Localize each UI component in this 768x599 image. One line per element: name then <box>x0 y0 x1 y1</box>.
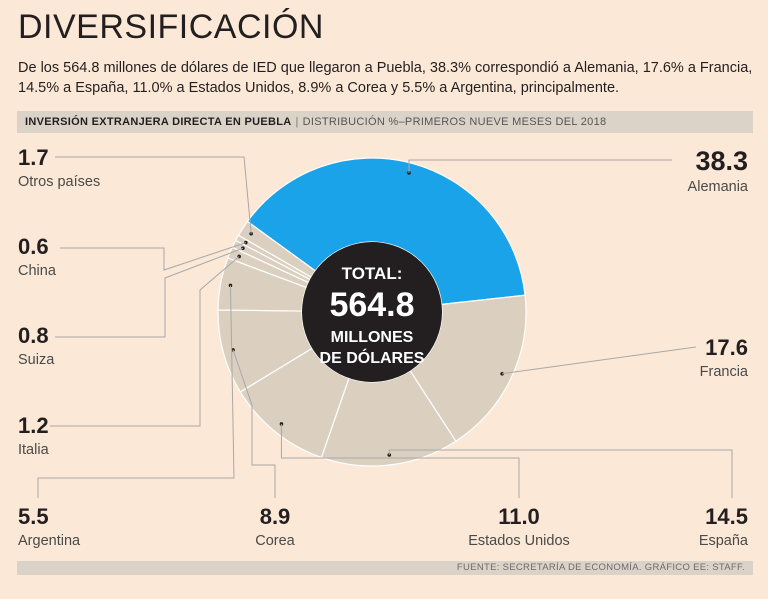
slice-value-label: 14.5 <box>705 504 748 529</box>
leader-line <box>50 256 240 427</box>
center-total-value: 564.8 <box>329 286 414 324</box>
slice-value-label: 38.3 <box>695 146 748 176</box>
center-unit-line1: MILLONES <box>331 329 414 346</box>
leader-line <box>280 423 520 498</box>
leader-line <box>37 285 235 498</box>
slice-category-label: Suiza <box>18 352 55 368</box>
leader-line <box>55 156 252 234</box>
slice-value-label: 11.0 <box>498 504 540 529</box>
leader-line <box>502 346 697 375</box>
leader-line <box>408 159 672 173</box>
slice-value-label: 0.6 <box>18 234 49 259</box>
slice-category-label: Otros países <box>18 174 100 190</box>
leader-line <box>232 349 276 498</box>
slice-value-label: 17.6 <box>705 335 748 360</box>
chart-header: INVERSIÓN EXTRANJERA DIRECTA EN PUEBLA | D… <box>17 111 753 133</box>
slice-category-label: Italia <box>18 442 50 458</box>
slice-value-label: 0.8 <box>18 323 49 348</box>
center-total-label: TOTAL: <box>342 264 403 283</box>
chart-header-subtitle: DISTRIBUCIÓN %–PRIMEROS NUEVE MESES DEL … <box>302 116 607 128</box>
donut-slices <box>217 157 527 467</box>
slice-value-label: 8.9 <box>260 504 291 529</box>
leader-lines <box>37 156 733 498</box>
center-disc <box>302 242 442 382</box>
slice-value-label: 1.7 <box>18 145 49 170</box>
slice-category-label: Francia <box>700 364 749 380</box>
center-unit-line2: DE DÓLARES <box>320 348 425 367</box>
slice-category-label: Estados Unidos <box>468 533 570 549</box>
source-footer: FUENTE: SECRETARÍA DE ECONOMÍA. GRÁFICO … <box>17 561 753 575</box>
chart-header-separator: | <box>295 116 299 128</box>
leader-line <box>55 247 244 338</box>
leader-line <box>60 242 246 271</box>
subtitle: De los 564.8 millones de dólares de IED … <box>18 60 753 96</box>
chart-header-title: INVERSIÓN EXTRANJERA DIRECTA EN PUEBLA <box>25 116 292 128</box>
slice-category-label: China <box>18 263 57 279</box>
slice-category-label: Argentina <box>18 533 81 549</box>
slice-category-label: Alemania <box>688 179 749 195</box>
slice-value-label: 1.2 <box>18 413 49 438</box>
leader-line <box>388 449 733 498</box>
page-title: DIVERSIFICACIÓN <box>18 8 324 46</box>
leader-dot <box>500 371 504 376</box>
slice-value-label: 5.5 <box>18 504 49 529</box>
slice-category-label: Corea <box>255 533 295 549</box>
slice-labels: 38.3 Alemania 17.6 Francia 14.5 España 11.0 Est… <box>18 145 749 549</box>
slice-category-label: España <box>699 533 749 549</box>
